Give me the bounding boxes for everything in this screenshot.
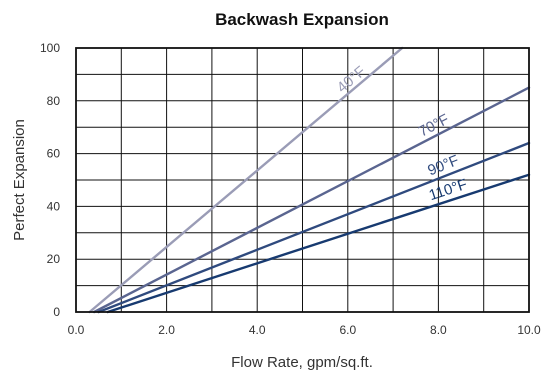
chart-title: Backwash Expansion bbox=[215, 10, 389, 29]
y-tick-label: 20 bbox=[47, 252, 61, 266]
x-tick-label: 6.0 bbox=[339, 323, 356, 337]
series-line-90f bbox=[97, 141, 531, 314]
series-line-40f bbox=[88, 46, 404, 314]
series-lines bbox=[88, 46, 531, 314]
y-tick-labels: 0 20 40 60 80 100 bbox=[40, 41, 60, 319]
series-line-110f bbox=[106, 173, 531, 314]
y-tick-label: 80 bbox=[47, 94, 61, 108]
y-tick-label: 40 bbox=[47, 199, 61, 213]
x-tick-label: 0.0 bbox=[68, 323, 85, 337]
x-tick-label: 10.0 bbox=[517, 323, 541, 337]
x-tick-label: 2.0 bbox=[158, 323, 175, 337]
x-tick-labels: 0.0 2.0 4.0 6.0 8.0 10.0 bbox=[68, 323, 541, 337]
x-tick-label: 4.0 bbox=[249, 323, 266, 337]
x-tick-label: 8.0 bbox=[430, 323, 447, 337]
y-tick-label: 0 bbox=[53, 305, 60, 319]
y-tick-label: 60 bbox=[47, 147, 61, 161]
y-tick-label: 100 bbox=[40, 41, 60, 55]
plot-frame bbox=[75, 47, 530, 313]
series-label: 90°F bbox=[425, 152, 461, 179]
x-axis-label: Flow Rate, gpm/sq.ft. bbox=[231, 354, 373, 371]
y-axis-label: Perfect Expansion bbox=[11, 119, 28, 241]
series-line-70f bbox=[92, 86, 531, 314]
